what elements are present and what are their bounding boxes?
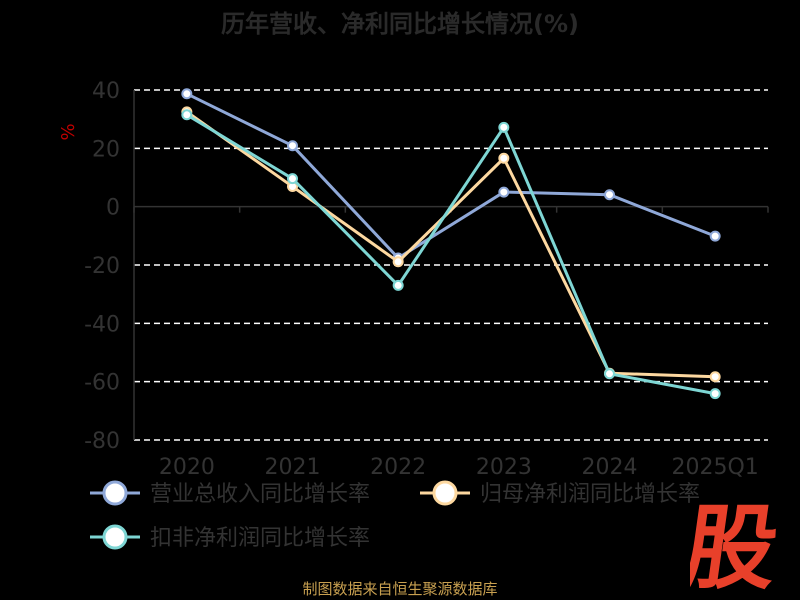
legend-item: 归母净利润同比增长率	[420, 480, 700, 507]
data-point	[392, 279, 404, 291]
x-tick-label: 2022	[370, 455, 426, 480]
y-tick-label: -40	[84, 312, 120, 337]
data-point	[181, 109, 193, 121]
legend-item: 扣非净利润同比增长率	[90, 524, 370, 551]
x-tick-label: 2024	[582, 455, 638, 480]
x-tick-label: 2023	[476, 455, 532, 480]
series-line	[186, 92, 716, 260]
data-point	[604, 189, 615, 201]
legend-label: 扣非净利润同比增长率	[150, 526, 370, 551]
legend-swatch-marker	[102, 480, 128, 506]
data-point	[604, 368, 615, 380]
data-point	[181, 88, 193, 100]
data-point	[287, 173, 298, 185]
y-tick-label: 40	[92, 79, 120, 104]
data-point	[498, 152, 510, 164]
series-group	[181, 88, 721, 400]
legend-swatch-marker	[102, 524, 128, 550]
legend-label: 归母净利润同比增长率	[480, 482, 700, 507]
series-3	[181, 109, 721, 400]
legend-swatch-marker	[432, 480, 458, 506]
x-tick-label: 2025Q1	[672, 455, 759, 480]
data-point	[709, 371, 721, 383]
data-point	[287, 140, 298, 152]
y-tick-label: -20	[84, 254, 120, 279]
source-note: 制图数据来自恒生聚源数据库	[302, 580, 498, 598]
legend-label: 营业总收入同比增长率	[150, 482, 370, 507]
logo-glyph: 股	[690, 498, 784, 594]
series-line	[185, 110, 716, 379]
legend-item: 营业总收入同比增长率	[90, 480, 370, 507]
series-line	[186, 113, 716, 396]
data-point	[709, 388, 721, 400]
y-tick-label: 20	[92, 137, 120, 162]
x-tick-label: 2021	[265, 455, 321, 480]
data-point	[498, 186, 510, 198]
y-tick-label: -80	[84, 429, 120, 454]
y-axis-label: %	[58, 123, 79, 140]
series-1	[181, 88, 721, 264]
chart-title: 历年营收、净利同比增长情况(%)	[221, 10, 579, 38]
x-tick-label: 2020	[159, 455, 215, 480]
y-tick-label: -60	[84, 371, 120, 396]
axes: 40 20 0 -20 -40 -60 -80 2020 2021 2022 2023 2024 202…	[84, 79, 769, 480]
data-point	[498, 121, 510, 133]
data-point	[392, 256, 404, 268]
logo: 股	[690, 498, 784, 594]
data-point	[709, 230, 721, 242]
y-tick-label: 0	[106, 196, 120, 221]
